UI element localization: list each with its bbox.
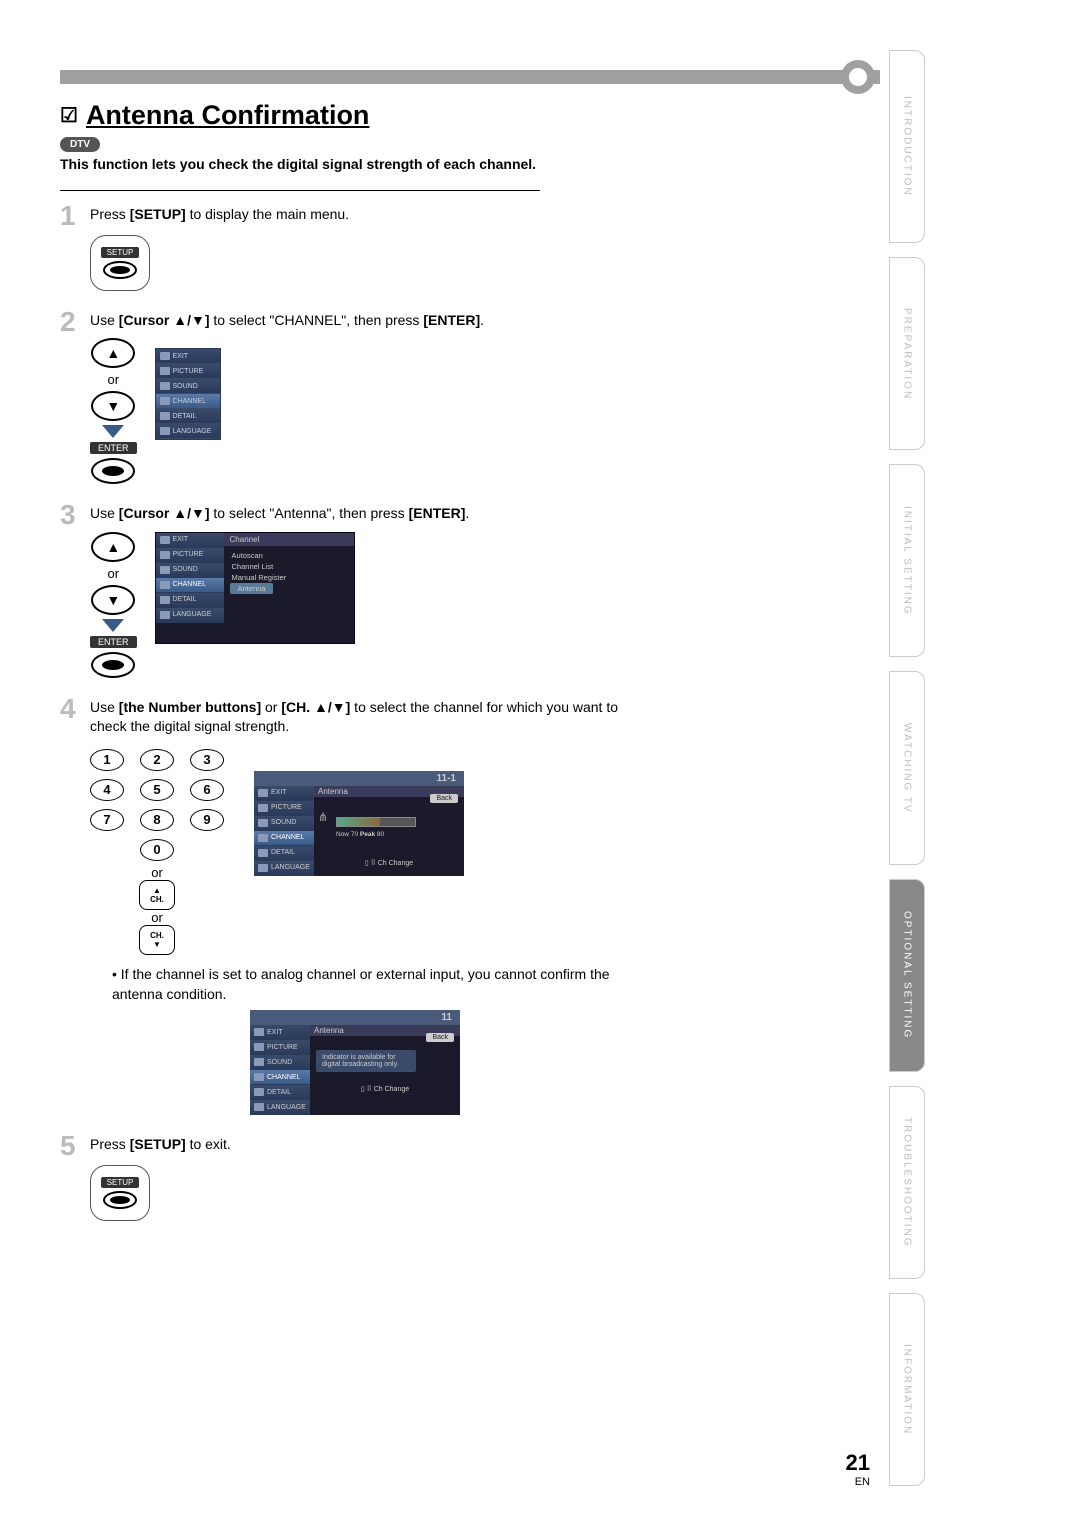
antenna-analog-box: 11 EXIT PICTURE SOUND CHANNEL DETAIL LAN… (250, 1010, 460, 1115)
setup-label: SETUP (101, 247, 140, 258)
arrow-down-icon (102, 425, 124, 438)
ch-down-button[interactable]: CH.▼ (139, 925, 175, 955)
note-text: • If the channel is set to analog channe… (112, 965, 650, 1004)
setup-button[interactable]: SETUP (90, 1165, 150, 1221)
step-number: 4 (60, 698, 80, 1115)
tab-intro[interactable]: INTRODUCTION (889, 50, 925, 243)
number-pad: 1 2 3 4 5 6 7 8 9 0 (90, 749, 224, 861)
title-text: Antenna Confirmation (86, 100, 370, 131)
divider (60, 190, 540, 191)
ch-change-hint: ▯ ⠿ Ch Change (320, 856, 458, 870)
step-number: 3 (60, 504, 80, 678)
tab-optional[interactable]: OPTIONAL SETTING (889, 879, 925, 1072)
num-1[interactable]: 1 (90, 749, 124, 771)
ch-up-button[interactable]: ▲CH. (139, 880, 175, 910)
sm-channel: CHANNEL (156, 578, 224, 593)
step-number: 1 (60, 205, 80, 291)
step-2: 2 Use [Cursor ▲/▼] to select "CHANNEL", … (60, 311, 650, 485)
tab-trouble[interactable]: TROUBLESHOOTING (889, 1086, 925, 1279)
or-label: or (151, 910, 163, 925)
num-5[interactable]: 5 (140, 779, 174, 801)
step-4: 4 Use [the Number buttons] or [CH. ▲/▼] … (60, 698, 650, 1115)
cursor-controls: ▲ or ▼ ENTER (90, 532, 137, 678)
sm-detail: DETAIL (156, 593, 224, 608)
ch-change-hint: ▯ ⠿ Ch Change (316, 1082, 454, 1096)
tab-info[interactable]: INFORMATION (889, 1293, 925, 1486)
enter-button[interactable] (91, 458, 135, 484)
step-text: Press [SETUP] to exit. (90, 1135, 650, 1155)
ch-indicator: 11-1 (254, 771, 464, 786)
menu-language: LANGUAGE (156, 424, 220, 439)
top-bar (60, 70, 880, 84)
tab-initial[interactable]: INITIAL SETTING (889, 464, 925, 657)
step-number: 2 (60, 311, 80, 485)
or-label: or (107, 372, 119, 387)
sm-autoscan: Autoscan (230, 550, 348, 561)
submenu-header: Channel (224, 533, 354, 546)
num-4[interactable]: 4 (90, 779, 124, 801)
arrow-down-icon (102, 619, 124, 632)
mini-menu: EXIT PICTURE SOUND CHANNEL DETAIL LANGUA… (155, 348, 221, 440)
num-0[interactable]: 0 (140, 839, 174, 861)
setup-oval-icon (103, 261, 137, 279)
step-text: Use [Cursor ▲/▼] to select "CHANNEL", th… (90, 311, 650, 331)
checkbox-icon: ☑ (60, 103, 78, 128)
step-3: 3 Use [Cursor ▲/▼] to select "Antenna", … (60, 504, 650, 678)
tab-watching[interactable]: WATCHING TV (889, 671, 925, 864)
or-label: or (151, 865, 163, 880)
num-6[interactable]: 6 (190, 779, 224, 801)
up-button[interactable]: ▲ (91, 338, 135, 368)
setup-button[interactable]: SETUP (90, 235, 150, 291)
cursor-controls: ▲ or ▼ ENTER (90, 338, 137, 484)
or-label: or (107, 566, 119, 581)
down-button[interactable]: ▼ (91, 391, 135, 421)
back-button[interactable]: Back (426, 1033, 454, 1042)
sm-language: LANGUAGE (156, 608, 224, 623)
setup-label: SETUP (101, 1177, 140, 1188)
sm-sound: SOUND (156, 563, 224, 578)
back-button[interactable]: Back (430, 794, 458, 803)
page-number: 21 EN (846, 1450, 870, 1488)
intro-text: This function lets you check the digital… (60, 156, 650, 172)
down-button[interactable]: ▼ (91, 585, 135, 615)
ch-indicator: 11 (250, 1010, 460, 1025)
top-circle (841, 60, 875, 94)
step-1: 1 Press [SETUP] to display the main menu… (60, 205, 650, 291)
dtv-badge: DTV (60, 137, 100, 152)
menu-sound: SOUND (156, 379, 220, 394)
num-9[interactable]: 9 (190, 809, 224, 831)
step-text: Press [SETUP] to display the main menu. (90, 205, 650, 225)
sm-chlist: Channel List (230, 561, 348, 572)
step-number: 5 (60, 1135, 80, 1221)
num-8[interactable]: 8 (140, 809, 174, 831)
menu-exit: EXIT (156, 349, 220, 364)
sm-picture: PICTURE (156, 548, 224, 563)
antenna-icon: ⋔ (318, 810, 328, 824)
menu-channel: CHANNEL (156, 394, 220, 409)
sidebar-tabs: INTRODUCTION PREPARATION INITIAL SETTING… (889, 50, 925, 1486)
step-text: Use [Cursor ▲/▼] to select "Antenna", th… (90, 504, 650, 524)
analog-msg: Indicator is available for digital broad… (316, 1050, 416, 1072)
setup-oval-icon (103, 1191, 137, 1209)
sm-manual: Manual Register (230, 572, 348, 583)
enter-label: ENTER (90, 636, 137, 648)
num-2[interactable]: 2 (140, 749, 174, 771)
antenna-digital-box: 11-1 EXIT PICTURE SOUND CHANNEL DETAIL L… (254, 771, 464, 876)
signal-bar (336, 817, 416, 827)
num-3[interactable]: 3 (190, 749, 224, 771)
menu-picture: PICTURE (156, 364, 220, 379)
signal-labels: Now 70 Peak 80 (336, 831, 458, 838)
num-7[interactable]: 7 (90, 809, 124, 831)
tab-prep[interactable]: PREPARATION (889, 257, 925, 450)
sm-antenna: Antenna (230, 583, 274, 594)
sm-exit: EXIT (156, 533, 224, 548)
channel-submenu: EXIT PICTURE SOUND CHANNEL DETAIL LANGUA… (155, 532, 355, 644)
enter-label: ENTER (90, 442, 137, 454)
menu-detail: DETAIL (156, 409, 220, 424)
step-5: 5 Press [SETUP] to exit. SETUP (60, 1135, 650, 1221)
enter-button[interactable] (91, 652, 135, 678)
step-text: Use [the Number buttons] or [CH. ▲/▼] to… (90, 698, 650, 737)
up-button[interactable]: ▲ (91, 532, 135, 562)
page-title: ☑ Antenna Confirmation (60, 100, 650, 131)
